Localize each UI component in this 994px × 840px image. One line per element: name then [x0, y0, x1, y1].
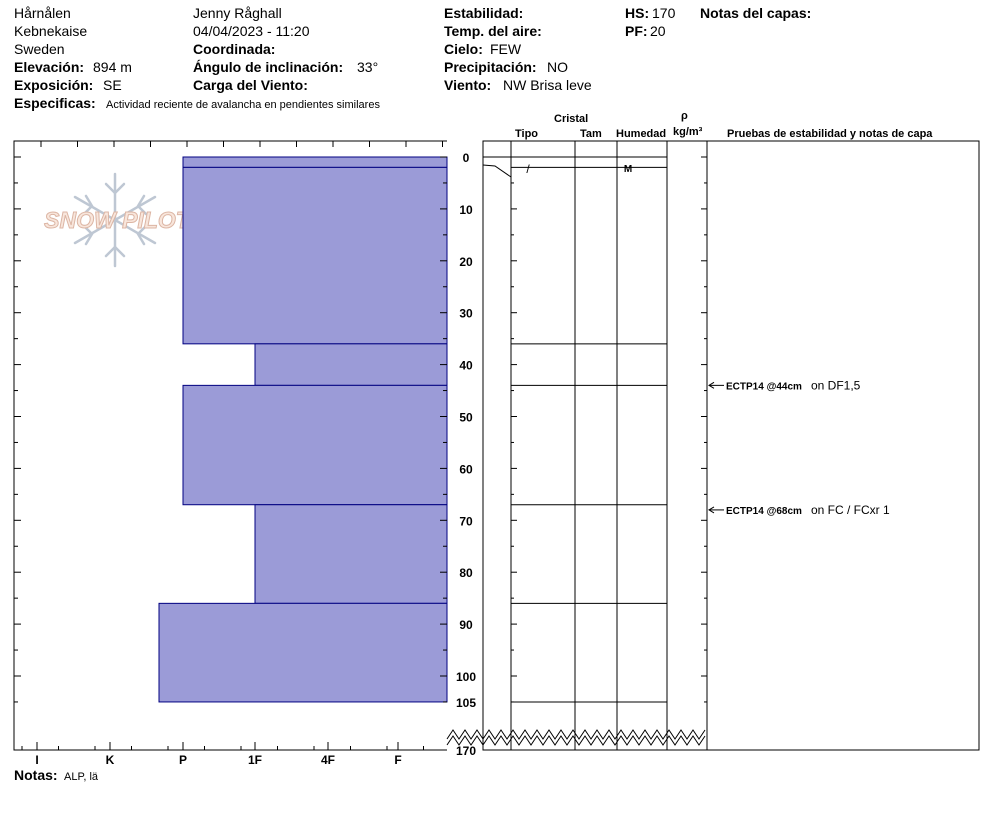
- grain-type-symbol: /: [526, 162, 530, 176]
- coordinate-label: Coordinada:: [193, 41, 276, 57]
- moisture-header: Humedad: [616, 128, 667, 140]
- notes-value: ALP, lä: [64, 771, 99, 783]
- depth-label: 80: [459, 566, 473, 580]
- hardness-tick-label: 4F: [321, 753, 335, 767]
- precip-label: Precipitación:: [444, 59, 537, 75]
- depth-break-zigzag: [446, 735, 484, 746]
- hardness-bar: [182, 384, 448, 506]
- depth-label: 70: [459, 514, 473, 528]
- type-header: Tipo: [515, 128, 539, 140]
- hs-label: HS:: [625, 5, 650, 21]
- sky-label: Cielo:: [444, 41, 483, 57]
- test-arrowhead: [708, 381, 715, 389]
- notes-label: Notas:: [14, 767, 58, 783]
- hardness-bar: [182, 166, 448, 345]
- density-unit-header: kg/m³: [673, 126, 703, 138]
- depth-label: 30: [459, 307, 473, 321]
- depth-label: 170: [456, 744, 476, 758]
- specifics-label: Especificas:: [14, 95, 96, 111]
- country-name: Sweden: [14, 41, 65, 57]
- pf-value: 20: [650, 23, 666, 39]
- precip-value: NO: [547, 59, 568, 75]
- depth-break-zigzag: [482, 735, 706, 746]
- aspect-label: Exposición:: [14, 77, 94, 93]
- depth-label: 100: [456, 670, 476, 684]
- layer-connector: [482, 164, 512, 178]
- location-name: Hårnålen: [14, 5, 71, 21]
- logo-text: SNOW PILOT: [44, 207, 192, 233]
- hardness-tick-label: F: [394, 753, 401, 767]
- hardness-bar: [182, 156, 448, 168]
- aspect-value: SE: [103, 77, 122, 93]
- hardness-frame: [13, 140, 447, 751]
- hs-value: 170: [652, 5, 676, 21]
- hardness-tick-label: P: [179, 753, 187, 767]
- depth-label: 20: [459, 255, 473, 269]
- specifics-value: Actividad reciente de avalancha en pendi…: [106, 99, 380, 111]
- hardness-tick-label: I: [35, 753, 38, 767]
- hardness-bar: [254, 504, 448, 604]
- observer-name: Jenny Råghall: [193, 5, 282, 21]
- hardness-bar: [254, 343, 448, 386]
- crystal-table-frame: [482, 140, 980, 751]
- depth-label: 60: [459, 462, 473, 476]
- observation-datetime: 04/04/2023 - 11:20: [193, 23, 310, 39]
- incline-value: 33°: [357, 59, 379, 75]
- snowflake-icon: [73, 172, 157, 268]
- test-code: ECTP14 @68cm: [726, 506, 802, 517]
- wind-load-label: Carga del Viento:: [193, 77, 308, 93]
- wind-label: Viento:: [444, 77, 492, 93]
- depth-label: 90: [459, 618, 473, 632]
- depth-break-zigzag: [446, 729, 484, 740]
- hardness-bar: [158, 602, 448, 703]
- wind-value: NW Brisa leve: [503, 77, 592, 93]
- moisture-value: M: [624, 164, 632, 175]
- elevation-label: Elevación:: [14, 59, 85, 75]
- sky-value: FEW: [490, 41, 522, 57]
- depth-label: 0: [463, 151, 470, 165]
- snowpilot-logo: SNOW PILOT: [44, 172, 192, 268]
- depth-break-zigzag: [482, 729, 706, 740]
- hardness-tick-label: K: [106, 753, 115, 767]
- test-note: on FC / FCxr 1: [811, 503, 890, 517]
- incline-label: Ángulo de inclinación:: [193, 59, 344, 75]
- depth-label: 50: [459, 411, 473, 425]
- test-code: ECTP14 @44cm: [726, 381, 802, 392]
- stability-label: Estabilidad:: [444, 5, 524, 21]
- layer-notes-label: Notas del capas:: [700, 5, 812, 21]
- crystal-header: Cristal: [554, 113, 589, 125]
- pf-label: PF:: [625, 23, 648, 39]
- hardness-tick-label: 1F: [248, 753, 262, 767]
- depth-label: 10: [459, 203, 473, 217]
- tests-header: Pruebas de estabilidad y notas de capa: [727, 128, 933, 140]
- test-note: on DF1,5: [811, 378, 861, 392]
- size-header: Tam: [580, 128, 602, 140]
- depth-label: 105: [456, 696, 476, 710]
- region-name: Kebnekaise: [14, 23, 88, 39]
- depth-label: 40: [459, 359, 473, 373]
- elevation-value: 894 m: [93, 59, 132, 75]
- air-temp-label: Temp. del aire:: [444, 23, 542, 39]
- rho-header: ρ: [681, 110, 688, 122]
- test-arrowhead: [708, 506, 715, 514]
